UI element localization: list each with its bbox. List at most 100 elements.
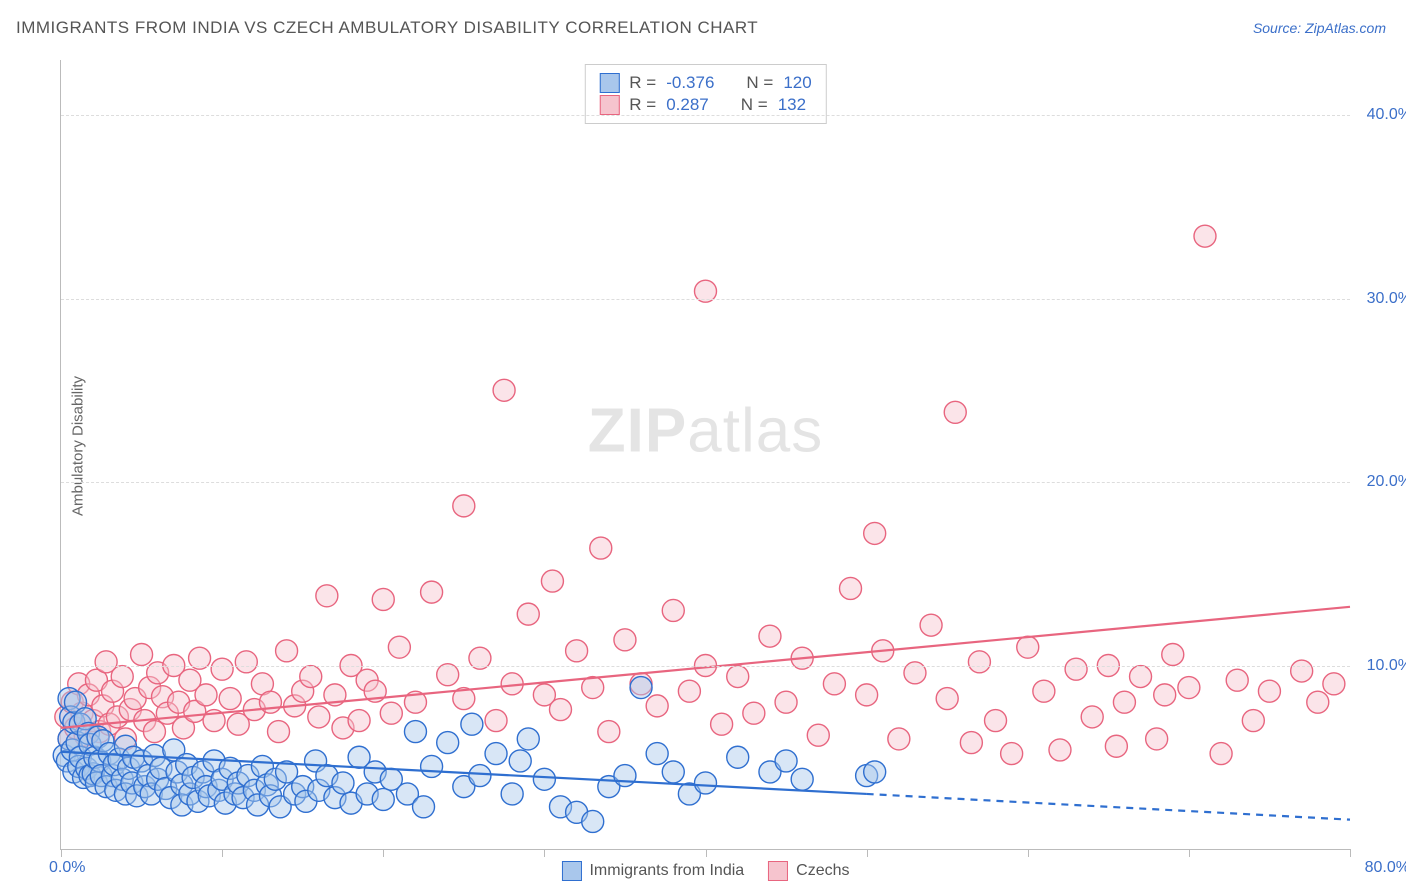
- data-point: [211, 658, 233, 680]
- data-point: [1226, 669, 1248, 691]
- data-point: [1065, 658, 1087, 680]
- data-point: [646, 695, 668, 717]
- data-point: [143, 721, 165, 743]
- data-point: [695, 772, 717, 794]
- data-point: [404, 721, 426, 743]
- data-point: [1258, 680, 1280, 702]
- data-point: [485, 710, 507, 732]
- data-point: [711, 713, 733, 735]
- data-point: [437, 732, 459, 754]
- data-point: [864, 522, 886, 544]
- data-point: [316, 585, 338, 607]
- data-point: [1105, 735, 1127, 757]
- data-point: [380, 702, 402, 724]
- data-point: [493, 379, 515, 401]
- data-point: [582, 810, 604, 832]
- data-point: [533, 768, 555, 790]
- data-point: [421, 755, 443, 777]
- data-point: [630, 677, 652, 699]
- data-point: [1210, 743, 1232, 765]
- swatch-blue-icon: [561, 861, 581, 881]
- swatch-pink-icon: [768, 861, 788, 881]
- data-point: [1194, 225, 1216, 247]
- data-point: [598, 721, 620, 743]
- trend-line: [867, 794, 1350, 820]
- data-point: [195, 684, 217, 706]
- data-point: [1178, 677, 1200, 699]
- data-point: [372, 588, 394, 610]
- data-point: [985, 710, 1007, 732]
- data-point: [590, 537, 612, 559]
- x-tick: [544, 849, 545, 857]
- data-point: [509, 750, 531, 772]
- data-point: [614, 765, 636, 787]
- data-point: [646, 743, 668, 765]
- data-point: [485, 743, 507, 765]
- x-max-label: 80.0%: [1365, 859, 1406, 877]
- data-point: [469, 765, 491, 787]
- data-point: [936, 688, 958, 710]
- data-point: [1130, 666, 1152, 688]
- gridline: [61, 299, 1350, 300]
- gridline: [61, 666, 1350, 667]
- data-point: [348, 710, 370, 732]
- data-point: [1154, 684, 1176, 706]
- data-point: [1146, 728, 1168, 750]
- data-point: [743, 702, 765, 724]
- data-point: [235, 651, 257, 673]
- data-point: [388, 636, 410, 658]
- data-point: [517, 603, 539, 625]
- x-tick: [867, 849, 868, 857]
- data-point: [678, 680, 700, 702]
- data-point: [944, 401, 966, 423]
- data-point: [791, 768, 813, 790]
- data-point: [960, 732, 982, 754]
- plot-area: ZIPatlas R = -0.376 N = 120 R = 0.287 N …: [60, 60, 1350, 850]
- data-point: [968, 651, 990, 673]
- data-point: [1081, 706, 1103, 728]
- x-origin-label: 0.0%: [49, 859, 85, 877]
- data-point: [1291, 660, 1313, 682]
- data-point: [566, 640, 588, 662]
- data-point: [823, 673, 845, 695]
- data-point: [461, 713, 483, 735]
- data-point: [372, 788, 394, 810]
- data-point: [614, 629, 636, 651]
- data-point: [421, 581, 443, 603]
- data-point: [541, 570, 563, 592]
- data-point: [501, 783, 523, 805]
- gridline: [61, 115, 1350, 116]
- data-point: [759, 625, 781, 647]
- chart-title: IMMIGRANTS FROM INDIA VS CZECH AMBULATOR…: [16, 18, 758, 38]
- x-tick: [1350, 849, 1351, 857]
- y-tick-label: 20.0%: [1367, 473, 1406, 491]
- source-attribution: Source: ZipAtlas.com: [1253, 20, 1386, 36]
- data-point: [727, 746, 749, 768]
- data-point: [888, 728, 910, 750]
- data-point: [1033, 680, 1055, 702]
- data-point: [268, 721, 290, 743]
- data-point: [864, 761, 886, 783]
- data-point: [840, 577, 862, 599]
- data-point: [1307, 691, 1329, 713]
- legend-label: Czechs: [796, 862, 849, 880]
- data-point: [276, 640, 298, 662]
- x-tick: [706, 849, 707, 857]
- data-point: [219, 688, 241, 710]
- data-point: [308, 706, 330, 728]
- data-point: [413, 796, 435, 818]
- x-tick: [222, 849, 223, 857]
- x-tick: [1189, 849, 1190, 857]
- data-point: [1162, 644, 1184, 666]
- bottom-legend: Immigrants from India Czechs: [561, 861, 849, 881]
- data-point: [111, 666, 133, 688]
- data-point: [662, 599, 684, 621]
- data-point: [1242, 710, 1264, 732]
- data-point: [1017, 636, 1039, 658]
- data-point: [582, 677, 604, 699]
- data-point: [549, 699, 571, 721]
- data-point: [300, 666, 322, 688]
- data-point: [775, 691, 797, 713]
- data-point: [856, 684, 878, 706]
- y-tick-label: 10.0%: [1367, 657, 1406, 675]
